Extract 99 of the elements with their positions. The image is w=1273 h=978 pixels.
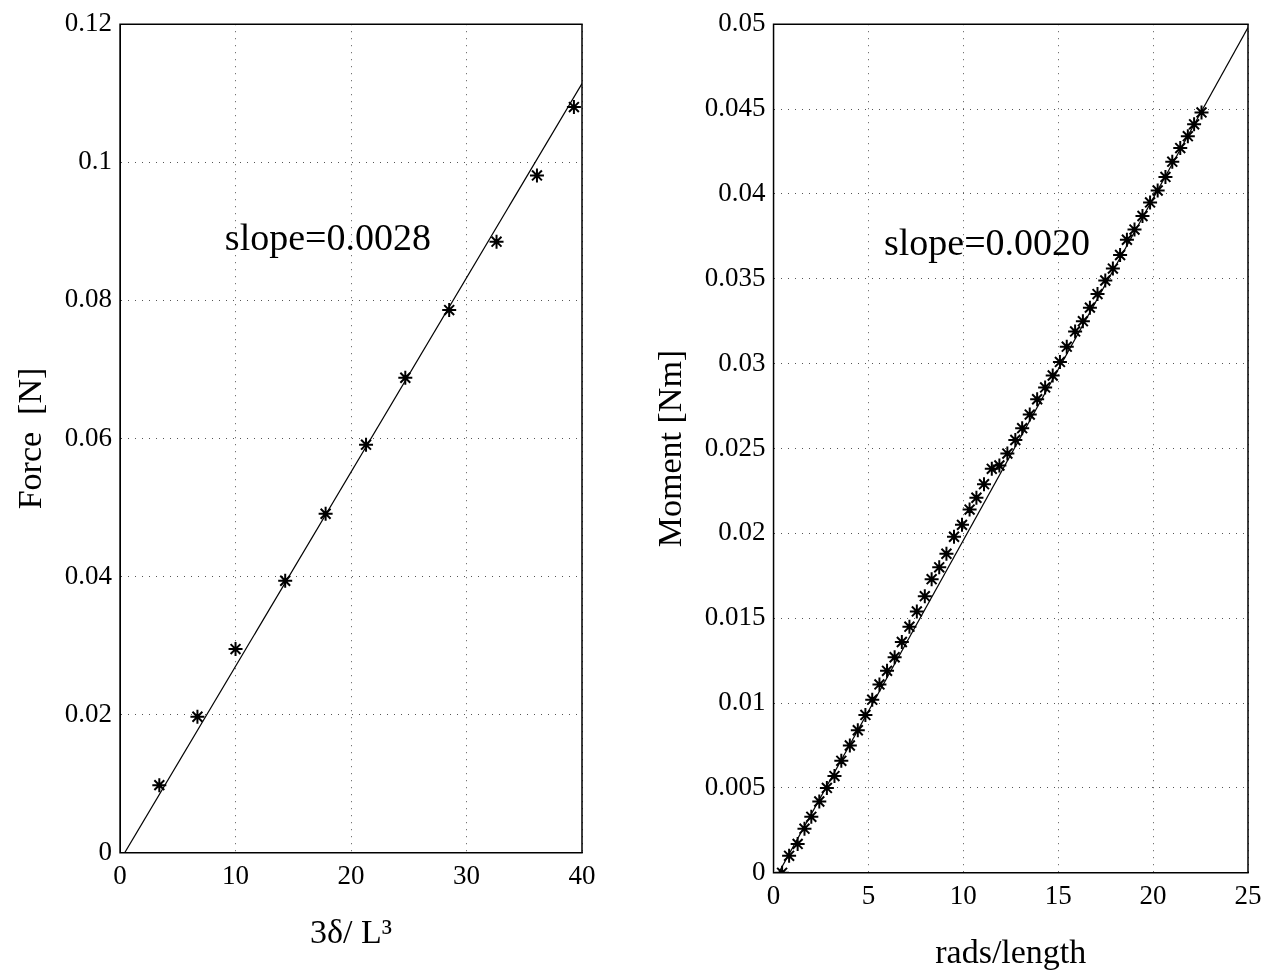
point (923, 571, 940, 588)
point (1067, 323, 1084, 340)
point (976, 476, 993, 493)
y-tick-label: 0.06 (64, 421, 113, 452)
y-tick-label: 0.01 (718, 686, 766, 717)
point (781, 847, 798, 864)
point (818, 779, 835, 796)
point (1029, 391, 1046, 408)
point (811, 793, 828, 810)
y-axis-title: Moment [Nm] (651, 349, 689, 548)
point (488, 233, 505, 250)
x-tick-label: 20 (1139, 880, 1167, 911)
point (1089, 286, 1106, 303)
point (1037, 379, 1054, 396)
point (999, 445, 1016, 462)
point (189, 708, 206, 725)
x-tick-label: 5 (861, 880, 876, 911)
x-tick-label: 25 (1234, 880, 1262, 911)
y-tick-label: 0.02 (718, 516, 766, 547)
point (528, 167, 545, 184)
y-axis-title: Force [N] (11, 367, 49, 510)
point (277, 572, 294, 589)
point (826, 768, 843, 785)
y-tick-label: 0.045 (704, 92, 766, 123)
point (849, 722, 866, 739)
point (1179, 128, 1196, 145)
point (991, 457, 1008, 474)
y-tick-label: 0.05 (718, 7, 766, 38)
y-tick-label: 0.08 (64, 283, 113, 314)
point (1074, 313, 1091, 330)
y-tick-label: 0.02 (64, 697, 113, 728)
point (841, 737, 858, 754)
point (1097, 272, 1114, 289)
x-tick-label: 40 (568, 860, 596, 891)
point (916, 588, 933, 605)
point (803, 808, 820, 825)
point (565, 99, 582, 116)
point (397, 369, 414, 386)
point (441, 302, 458, 319)
point (1112, 247, 1129, 264)
annotation: slope=0.0028 (224, 215, 432, 258)
x-axis-title: 3δ/ L³ (310, 912, 392, 950)
point (833, 752, 850, 769)
point (968, 489, 985, 506)
point (151, 777, 168, 794)
point (886, 649, 903, 666)
point (946, 528, 963, 545)
point (789, 835, 806, 852)
point (864, 691, 881, 708)
point (871, 676, 888, 693)
point (938, 545, 955, 562)
point (954, 516, 970, 533)
y-tick-label: 0.025 (704, 431, 766, 462)
point (879, 662, 896, 679)
x-tick-label: 10 (949, 880, 977, 911)
point (1134, 207, 1151, 224)
point (1142, 194, 1159, 211)
point (908, 603, 925, 620)
y-tick-label: 0.005 (704, 771, 766, 802)
point (931, 559, 948, 576)
point (1126, 221, 1143, 238)
y-tick-label: 0.1 (78, 145, 113, 176)
point (961, 501, 978, 518)
point (901, 618, 918, 635)
point (1021, 406, 1038, 423)
point (796, 820, 813, 837)
point (1157, 168, 1174, 185)
y-tick-label: 0.12 (64, 7, 113, 38)
point (983, 460, 1000, 477)
y-tick-label: 0.04 (718, 177, 767, 208)
point (1081, 299, 1098, 316)
x-tick-label: 30 (453, 860, 481, 891)
point (227, 641, 244, 658)
x-tick-label: 10 (222, 860, 250, 891)
point (1164, 153, 1181, 170)
point (1044, 367, 1061, 384)
x-tick-label: 20 (337, 860, 365, 891)
point (1014, 420, 1031, 437)
y-tick-label: 0.015 (704, 601, 766, 632)
point (1193, 104, 1210, 121)
point (1186, 116, 1203, 133)
point (1051, 353, 1068, 370)
point (317, 505, 334, 522)
point (1149, 182, 1166, 199)
y-tick-label: 0.03 (718, 346, 766, 377)
x-tick-label: 15 (1044, 880, 1072, 911)
annotation: slope=0.0020 (883, 220, 1091, 263)
point (1007, 432, 1024, 449)
y-tick-label: 0.04 (64, 559, 113, 590)
y-tick-label: 0.035 (704, 261, 766, 292)
point (1172, 140, 1189, 157)
point (1104, 260, 1121, 277)
point (1118, 231, 1135, 248)
y-tick-label: 0 (98, 835, 113, 866)
point (358, 436, 375, 453)
x-axis-title: rads/length (935, 932, 1087, 970)
point (893, 633, 910, 650)
point (1058, 338, 1075, 355)
point (857, 706, 874, 723)
